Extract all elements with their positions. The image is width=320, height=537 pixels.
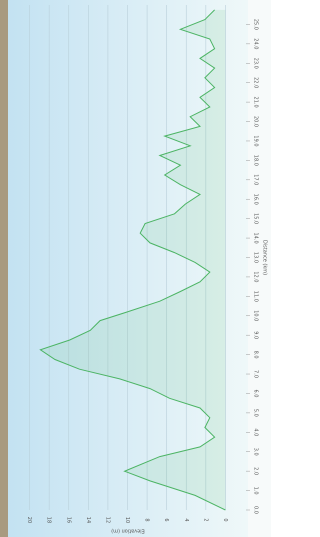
x-tick-label: 17.0 [253,174,259,185]
x-tick-label: 14.0 [253,233,259,244]
x-tick-label: 3.0 [253,448,259,456]
x-tick-label: 0.0 [253,506,259,514]
x-tick-label: 6.0 [253,389,259,397]
x-tick-label: 16.0 [253,194,259,205]
x-tick-label: 12.0 [253,271,259,282]
y-tick-label: 4 [183,518,189,521]
x-tick-label: 22.0 [253,77,259,88]
y-axis-title: Elevation (m) [111,528,145,534]
y-tick-label: 10 [124,517,130,523]
x-tick-label: 9.0 [253,331,259,339]
x-tick-label: 2.0 [253,467,259,475]
x-tick-label: 20.0 [253,116,259,127]
x-tick-label: 8.0 [253,351,259,359]
x-tick-label: 15.0 [253,213,259,224]
x-tick-label: 24.0 [253,38,259,49]
y-tick-label: 6 [163,518,169,521]
x-tick-label: 18.0 [253,155,259,166]
x-tick-label: 5.0 [253,409,259,417]
y-tick-label: 0 [222,518,228,521]
y-tick-label: 12 [104,517,110,523]
x-tick-label: 21.0 [253,97,259,108]
y-tick-label: 14 [85,517,91,523]
x-tick-label: 7.0 [253,370,259,378]
y-tick-label: 18 [46,517,52,523]
x-tick-label: 10.0 [253,310,259,321]
x-tick-label: 4.0 [253,428,259,436]
y-tick-label: 20 [26,517,32,523]
photo-edge [0,0,8,537]
x-tick-label: 1.0 [253,487,259,495]
x-tick-label: 19.0 [253,135,259,146]
x-axis-title: Distance (km) [262,240,268,275]
y-tick-label: 16 [65,517,71,523]
chart: 0 2 4 6 8 10 12 14 16 18 20 0.0 1.0 2.0 3.0 4.0 5.0 6.0 7.… [0,0,271,537]
x-tick-label: 23.0 [253,58,259,69]
x-tick-label: 13.0 [253,252,259,263]
y-tick-label: 8 [144,518,150,521]
y-tick-label: 2 [202,518,208,521]
x-tick-label: 25.0 [253,19,259,30]
x-tick-label: 11.0 [253,291,259,302]
